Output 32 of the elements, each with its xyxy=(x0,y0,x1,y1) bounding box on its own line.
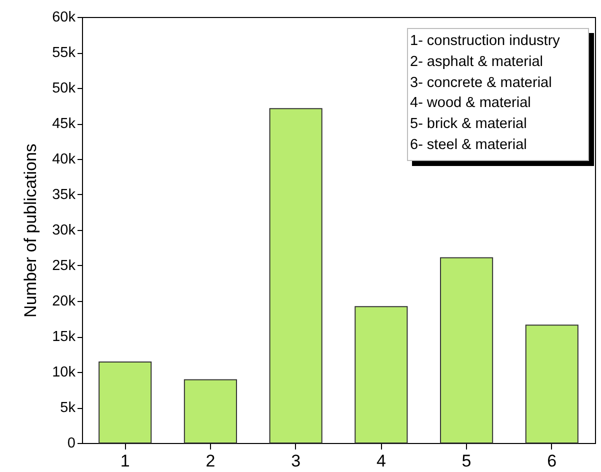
x-tick-label: 3 xyxy=(291,452,301,470)
y-tick-label: 40k xyxy=(52,152,76,168)
x-tick-label: 4 xyxy=(376,452,386,470)
y-axis-title: Number of publications xyxy=(21,144,40,318)
annotation: 1- construction industry xyxy=(410,32,561,51)
bar xyxy=(269,108,322,444)
annotation: 5- brick & material xyxy=(410,115,528,134)
x-tick-label: 1 xyxy=(120,452,130,470)
bar xyxy=(525,324,578,444)
x-tick-label: 2 xyxy=(206,452,216,470)
annotation: 4- wood & material xyxy=(410,94,532,114)
bar xyxy=(184,379,237,444)
y-tick-label: 25k xyxy=(52,258,76,274)
x-tick-label: 6 xyxy=(547,452,557,470)
bar xyxy=(98,362,152,444)
y-tick-label: 20k xyxy=(52,294,76,310)
y-tick-label: 0 xyxy=(67,436,76,452)
y-tick-label: 35k xyxy=(52,187,76,203)
annotation: 2- asphalt & material xyxy=(410,52,544,72)
y-tick-label: 50k xyxy=(52,80,76,96)
x-tick-label: 5 xyxy=(462,452,472,470)
bar xyxy=(440,257,494,444)
y-tick-label: 5k xyxy=(60,400,76,416)
annotation: 3- concrete & material xyxy=(410,74,553,93)
y-tick-label: 15k xyxy=(52,329,76,345)
bar xyxy=(354,306,408,444)
y-tick-label: 55k xyxy=(52,45,76,61)
y-tick-label: 30k xyxy=(52,222,76,238)
y-tick-label: 10k xyxy=(52,364,76,380)
y-tick-label: 45k xyxy=(52,116,76,132)
y-tick-label: 60k xyxy=(52,10,76,26)
annotation: 6- steel & material xyxy=(410,136,528,155)
